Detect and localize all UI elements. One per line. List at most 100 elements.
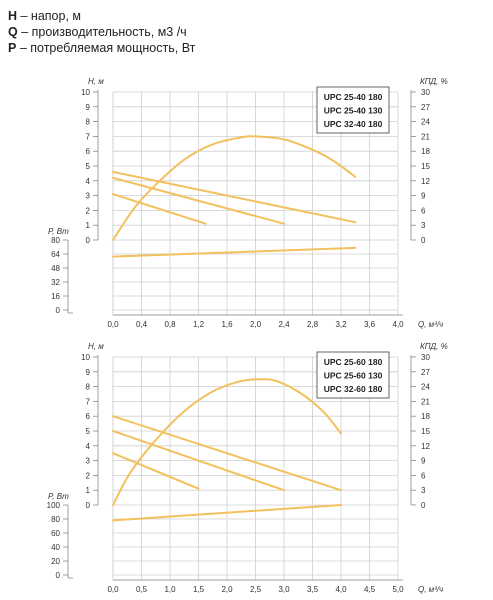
legend-row-flow: Q – производительность, м3 /ч bbox=[8, 24, 195, 40]
h-tick-label: 5 bbox=[86, 162, 91, 171]
model-label: UPC 25-40 130 bbox=[324, 106, 383, 116]
model-label: UPC 25-60 130 bbox=[324, 371, 383, 381]
h-axis-title: H, м bbox=[88, 342, 104, 351]
x-tick-label: 2,8 bbox=[307, 320, 319, 329]
x-tick-label: 1,5 bbox=[193, 585, 205, 594]
h-tick-label: 0 bbox=[86, 501, 91, 510]
h-tick-label: 6 bbox=[86, 412, 91, 421]
eff-tick-label: 3 bbox=[421, 486, 426, 495]
p-tick-label: 80 bbox=[51, 236, 60, 245]
p-tick-label: 20 bbox=[51, 557, 60, 566]
eff-tick-label: 24 bbox=[421, 383, 430, 392]
h-tick-label: 3 bbox=[86, 192, 91, 201]
h-tick-label: 8 bbox=[86, 383, 91, 392]
x-tick-label: 0,0 bbox=[107, 585, 119, 594]
eff-tick-label: 15 bbox=[421, 162, 430, 171]
x-tick-label: 3,0 bbox=[278, 585, 290, 594]
eff-tick-label: 9 bbox=[421, 192, 426, 201]
x-axis-title: Q, м³/ч bbox=[418, 320, 443, 329]
eff-tick-label: 12 bbox=[421, 442, 430, 451]
h-tick-label: 9 bbox=[86, 103, 91, 112]
h-tick-label: 2 bbox=[86, 206, 91, 215]
p-tick-label: 64 bbox=[51, 250, 60, 259]
x-tick-label: 1,6 bbox=[221, 320, 233, 329]
h-tick-label: 10 bbox=[81, 88, 90, 97]
x-tick-label: 5,0 bbox=[392, 585, 404, 594]
legend-symbol: H bbox=[8, 9, 18, 23]
h-tick-label: 0 bbox=[86, 236, 91, 245]
eff-tick-label: 30 bbox=[421, 88, 430, 97]
h-tick-label: 7 bbox=[86, 397, 91, 406]
eff-tick-label: 27 bbox=[421, 103, 430, 112]
h-tick-label: 1 bbox=[86, 221, 91, 230]
x-tick-label: 2,0 bbox=[221, 585, 233, 594]
h-axis-title: H, м bbox=[88, 77, 104, 86]
eff-tick-label: 24 bbox=[421, 118, 430, 127]
p-axis-title: P, Вт bbox=[48, 227, 69, 236]
h-tick-label: 4 bbox=[86, 442, 91, 451]
h-tick-label: 2 bbox=[86, 471, 91, 480]
eff-tick-label: 18 bbox=[421, 412, 430, 421]
eff-tick-label: 21 bbox=[421, 397, 430, 406]
efficiency-curve bbox=[112, 135, 357, 241]
p-tick-label: 48 bbox=[51, 264, 60, 273]
legend-text: – напор, м bbox=[17, 9, 82, 23]
legend-row-head: H – напор, м bbox=[8, 8, 195, 24]
p-tick-label: 100 bbox=[47, 501, 61, 510]
eff-axis-title: КПД, % bbox=[420, 342, 448, 351]
x-tick-label: 3,6 bbox=[364, 320, 376, 329]
model-legend-box bbox=[316, 86, 390, 134]
p-tick-label: 80 bbox=[51, 515, 60, 524]
eff-tick-label: 18 bbox=[421, 147, 430, 156]
x-tick-label: 2,5 bbox=[250, 585, 262, 594]
legend-text: – потребляемая мощность, Вт bbox=[16, 41, 196, 55]
x-tick-label: 2,4 bbox=[278, 320, 290, 329]
x-axis-title: Q, м³/ч bbox=[418, 585, 443, 594]
eff-tick-label: 21 bbox=[421, 132, 430, 141]
h-tick-label: 7 bbox=[86, 132, 91, 141]
pump-curve-chart-60: 0,0 0,5 1,0 1,5 2,0 2,5 3,0 3,5 4,0 4,5 5,010 309 27… bbox=[47, 342, 448, 594]
model-label: UPC 25-60 180 bbox=[324, 357, 383, 367]
p-tick-label: 32 bbox=[51, 278, 60, 287]
head-curve bbox=[112, 170, 357, 224]
legend-symbol: Q bbox=[8, 25, 18, 39]
model-label: UPC 25-40 180 bbox=[324, 92, 383, 102]
h-tick-label: 8 bbox=[86, 118, 91, 127]
legend-row-power: P – потребляемая мощность, Вт bbox=[8, 40, 195, 56]
x-tick-label: 2,0 bbox=[250, 320, 262, 329]
x-tick-label: 3,5 bbox=[307, 585, 319, 594]
p-tick-label: 0 bbox=[56, 571, 61, 580]
model-label: UPC 32-40 180 bbox=[324, 119, 383, 129]
x-tick-label: 0,4 bbox=[136, 320, 148, 329]
variable-legend: H – напор, м Q – производительность, м3 … bbox=[8, 8, 195, 56]
x-tick-label: 4,0 bbox=[335, 585, 347, 594]
h-tick-label: 6 bbox=[86, 147, 91, 156]
h-tick-label: 9 bbox=[86, 368, 91, 377]
eff-tick-label: 3 bbox=[421, 221, 426, 230]
x-tick-label: 0,8 bbox=[164, 320, 176, 329]
x-tick-label: 0,5 bbox=[136, 585, 148, 594]
x-tick-label: 1,2 bbox=[193, 320, 205, 329]
head-curve bbox=[112, 452, 200, 490]
eff-tick-label: 6 bbox=[421, 471, 426, 480]
head-curve bbox=[112, 193, 207, 225]
x-tick-label: 3,2 bbox=[335, 320, 347, 329]
model-legend-box bbox=[316, 351, 390, 399]
eff-tick-label: 0 bbox=[421, 501, 426, 510]
head-curve bbox=[112, 415, 342, 492]
eff-tick-label: 12 bbox=[421, 177, 430, 186]
eff-tick-label: 6 bbox=[421, 206, 426, 215]
p-tick-label: 16 bbox=[51, 292, 60, 301]
eff-tick-label: 15 bbox=[421, 427, 430, 436]
h-tick-label: 10 bbox=[81, 353, 90, 362]
p-axis-title: P, Вт bbox=[48, 492, 69, 501]
h-tick-label: 4 bbox=[86, 177, 91, 186]
model-label: UPC 32-60 180 bbox=[324, 384, 383, 394]
efficiency-curve bbox=[112, 378, 342, 506]
eff-axis-title: КПД, % bbox=[420, 77, 448, 86]
x-tick-label: 4,5 bbox=[364, 585, 376, 594]
legend-symbol: P bbox=[8, 41, 17, 55]
eff-tick-label: 30 bbox=[421, 353, 430, 362]
h-tick-label: 3 bbox=[86, 457, 91, 466]
pump-curve-chart-40: 0,0 0,4 0,8 1,2 1,6 2,0 2,4 2,8 3,2 3,6 4,010 309 27… bbox=[48, 77, 448, 329]
